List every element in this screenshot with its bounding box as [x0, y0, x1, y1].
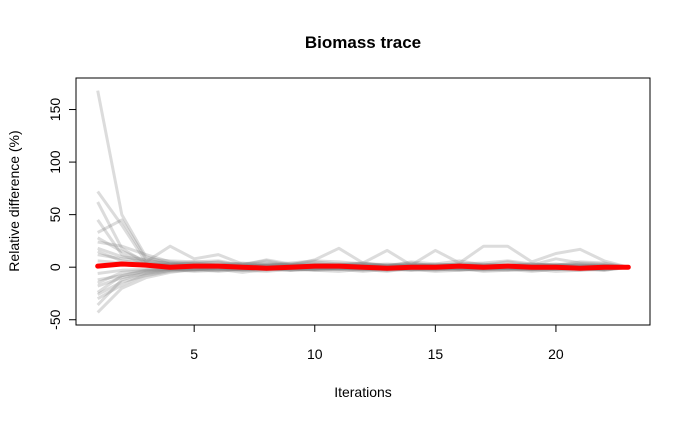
x-tick-label: 20 — [548, 346, 564, 362]
trace-line-16 — [96, 265, 629, 314]
y-tick-label: -50 — [47, 309, 63, 329]
x-tick-label: 10 — [307, 346, 323, 362]
trace-line-11 — [97, 265, 629, 282]
trace-line-8 — [97, 253, 629, 269]
trace-line-7 — [97, 246, 629, 269]
y-tick-label: 100 — [47, 150, 63, 174]
trace-line-6 — [97, 240, 629, 269]
trace-line-13 — [97, 265, 629, 296]
trace-line-2 — [96, 190, 629, 269]
x-axis-label: Iterations — [334, 384, 392, 400]
x-tick-label: 5 — [190, 346, 198, 362]
plot-box — [75, 77, 651, 326]
mean-trace — [95, 261, 631, 271]
x-axis: 5 10 15 20 — [190, 324, 564, 362]
x-tick-label: 15 — [428, 346, 444, 362]
y-tick-label: 150 — [47, 98, 63, 122]
chart-title: Biomass trace — [305, 33, 421, 52]
trace-lines — [96, 90, 629, 314]
y-tick-label: 50 — [47, 207, 63, 223]
y-axis: -50 0 50 100 150 — [47, 98, 77, 330]
mean-trace-line — [95, 261, 631, 271]
trace-line-1 — [96, 90, 629, 269]
y-tick-label: 0 — [47, 263, 63, 271]
y-axis-label: Relative difference (%) — [6, 130, 22, 271]
